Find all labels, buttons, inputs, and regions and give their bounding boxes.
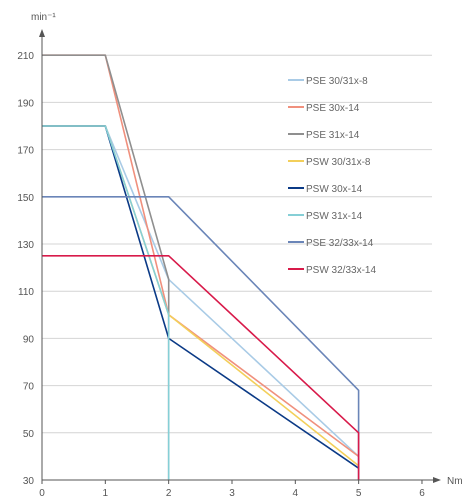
legend-label: PSE 30/31x-8	[306, 76, 368, 87]
legend-label: PSW 32/33x-14	[306, 265, 376, 276]
legend-label: PSE 30x-14	[306, 103, 360, 114]
series-line	[42, 255, 360, 480]
legend-label: PSE 31x-14	[306, 130, 360, 141]
series-line	[42, 54, 170, 480]
legend-label: PSW 31x-14	[306, 211, 363, 222]
x-tick-label: 5	[356, 488, 362, 498]
series-line	[42, 125, 360, 467]
x-axis-arrow-icon	[433, 477, 441, 483]
x-axis-unit-label: Nm	[447, 476, 463, 487]
x-tick-label: 0	[39, 488, 45, 498]
y-tick-label: 70	[23, 382, 35, 393]
y-tick-labels: 30 50 70 90 110 130 150 170 190 210	[17, 51, 34, 487]
y-tick-label: 30	[23, 476, 35, 487]
y-tick-label: 150	[17, 193, 34, 204]
x-tick-label: 6	[419, 488, 425, 498]
series-line	[42, 125, 170, 480]
x-tick-label: 1	[103, 488, 109, 498]
legend-label: PSW 30x-14	[306, 184, 363, 195]
axes: min⁻¹ Nm	[31, 12, 463, 487]
x-tick-label: 3	[229, 488, 235, 498]
legend-label: PSW 30/31x-8	[306, 157, 371, 168]
series-line	[42, 125, 360, 469]
legend-label: PSE 32/33x-14	[306, 238, 374, 249]
y-tick-label: 90	[23, 334, 35, 345]
y-axis-arrow-icon	[39, 29, 45, 37]
y-tick-label: 170	[17, 146, 34, 157]
series-lines	[42, 54, 360, 480]
x-tick-labels: 0 1 2 3 4 5 6	[39, 480, 425, 498]
legend: PSE 30/31x-8 PSE 30x-14 PSE 31x-14 PSW 30/3…	[288, 76, 376, 276]
x-tick-label: 4	[293, 488, 299, 498]
y-tick-label: 50	[23, 429, 35, 440]
y-tick-label: 130	[17, 240, 34, 251]
y-tick-label: 210	[17, 51, 34, 62]
y-tick-label: 190	[17, 98, 34, 109]
y-tick-label: 110	[18, 287, 34, 298]
x-tick-label: 2	[166, 488, 172, 498]
y-axis-unit-label: min⁻¹	[31, 12, 56, 23]
